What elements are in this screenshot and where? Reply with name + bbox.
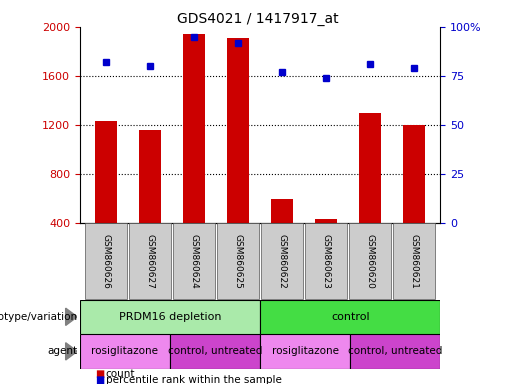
Text: GSM860627: GSM860627 bbox=[146, 234, 154, 288]
Text: GDS4021 / 1417917_at: GDS4021 / 1417917_at bbox=[177, 12, 338, 25]
Bar bbox=[261, 223, 303, 299]
Text: control, untreated: control, untreated bbox=[168, 346, 262, 356]
Text: rosiglitazone: rosiglitazone bbox=[271, 346, 339, 356]
Bar bbox=[129, 223, 171, 299]
Text: genotype/variation: genotype/variation bbox=[0, 312, 77, 322]
Text: rosiglitazone: rosiglitazone bbox=[91, 346, 159, 356]
Bar bbox=[393, 223, 435, 299]
Text: GSM860624: GSM860624 bbox=[190, 234, 199, 288]
Bar bbox=[170, 334, 260, 369]
Bar bbox=[359, 113, 381, 223]
Bar bbox=[260, 334, 350, 369]
Bar bbox=[80, 300, 260, 334]
Bar bbox=[85, 223, 127, 299]
Polygon shape bbox=[66, 343, 77, 360]
Bar bbox=[95, 121, 117, 223]
Text: GSM860625: GSM860625 bbox=[234, 234, 243, 288]
Bar bbox=[173, 223, 215, 299]
Bar bbox=[315, 219, 337, 223]
Text: percentile rank within the sample: percentile rank within the sample bbox=[106, 375, 282, 384]
Bar bbox=[305, 223, 347, 299]
Text: control: control bbox=[331, 312, 369, 322]
Text: GSM860621: GSM860621 bbox=[409, 234, 419, 288]
Text: GSM860623: GSM860623 bbox=[321, 234, 331, 288]
Bar bbox=[403, 125, 425, 223]
Bar bbox=[227, 38, 249, 223]
Text: agent: agent bbox=[47, 346, 77, 356]
Text: GSM860626: GSM860626 bbox=[101, 234, 111, 288]
Bar bbox=[139, 130, 161, 223]
Bar bbox=[260, 300, 440, 334]
Bar bbox=[271, 199, 293, 223]
Text: GSM860622: GSM860622 bbox=[278, 234, 286, 288]
Bar bbox=[350, 334, 440, 369]
Bar bbox=[80, 334, 170, 369]
Polygon shape bbox=[66, 308, 77, 326]
Text: count: count bbox=[106, 369, 135, 379]
Bar bbox=[217, 223, 259, 299]
Text: ■: ■ bbox=[95, 375, 105, 384]
Bar bbox=[349, 223, 391, 299]
Text: GSM860620: GSM860620 bbox=[366, 234, 374, 288]
Text: PRDM16 depletion: PRDM16 depletion bbox=[118, 312, 221, 322]
Bar bbox=[183, 34, 205, 223]
Text: control, untreated: control, untreated bbox=[348, 346, 442, 356]
Text: ■: ■ bbox=[95, 369, 105, 379]
